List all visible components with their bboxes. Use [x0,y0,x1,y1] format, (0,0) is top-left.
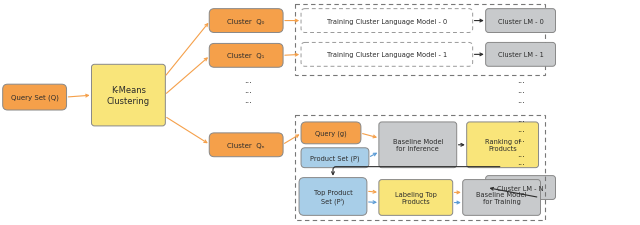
Text: ...: ... [244,85,252,94]
FancyBboxPatch shape [299,178,367,215]
FancyBboxPatch shape [301,43,473,67]
FancyBboxPatch shape [379,180,452,215]
Text: ...: ... [516,85,525,94]
Text: ...: ... [516,135,525,144]
Text: Cluster LM - N: Cluster LM - N [497,185,544,191]
Text: Baseline Model
for Inference: Baseline Model for Inference [392,139,443,152]
Text: ...: ... [516,95,525,104]
Text: Labeling Top
Products: Labeling Top Products [395,191,436,204]
Text: Query Set (Q): Query Set (Q) [11,94,58,101]
FancyBboxPatch shape [209,133,283,157]
FancyBboxPatch shape [486,43,556,67]
Text: ...: ... [244,75,252,84]
Text: ...: ... [516,158,525,166]
Text: Cluster LM - 1: Cluster LM - 1 [498,52,543,58]
Text: Cluster  Q₁: Cluster Q₁ [227,53,265,59]
Text: Baseline Model
for Training: Baseline Model for Training [476,191,527,204]
FancyBboxPatch shape [301,122,361,144]
Text: ...: ... [516,75,525,84]
Text: ...: ... [244,95,252,104]
Text: Cluster LM - 0: Cluster LM - 0 [498,18,543,25]
Text: Training Cluster Language Model - 1: Training Cluster Language Model - 1 [327,52,447,58]
Text: Ranking of
Products: Ranking of Products [484,139,520,152]
FancyBboxPatch shape [301,10,473,33]
FancyBboxPatch shape [209,10,283,33]
Text: Cluster  Q₀: Cluster Q₀ [227,18,265,25]
FancyBboxPatch shape [301,148,369,168]
FancyBboxPatch shape [463,180,541,215]
FancyBboxPatch shape [92,65,165,126]
Text: K-Means
Clustering: K-Means Clustering [107,86,150,105]
Text: ...: ... [516,125,525,134]
FancyBboxPatch shape [379,122,457,168]
Text: Cluster  Qₙ: Cluster Qₙ [227,142,265,148]
FancyBboxPatch shape [486,176,556,200]
Text: Top Product
Set (Pⁱ): Top Product Set (Pⁱ) [314,189,353,204]
Text: ...: ... [516,150,525,159]
FancyBboxPatch shape [467,122,538,168]
Text: Training Cluster Language Model - 0: Training Cluster Language Model - 0 [327,18,447,25]
FancyBboxPatch shape [3,85,67,110]
FancyBboxPatch shape [209,44,283,68]
FancyBboxPatch shape [486,10,556,33]
Text: ...: ... [516,115,525,124]
Text: Product Set (P): Product Set (P) [310,155,360,161]
Text: Query (g): Query (g) [315,130,347,137]
